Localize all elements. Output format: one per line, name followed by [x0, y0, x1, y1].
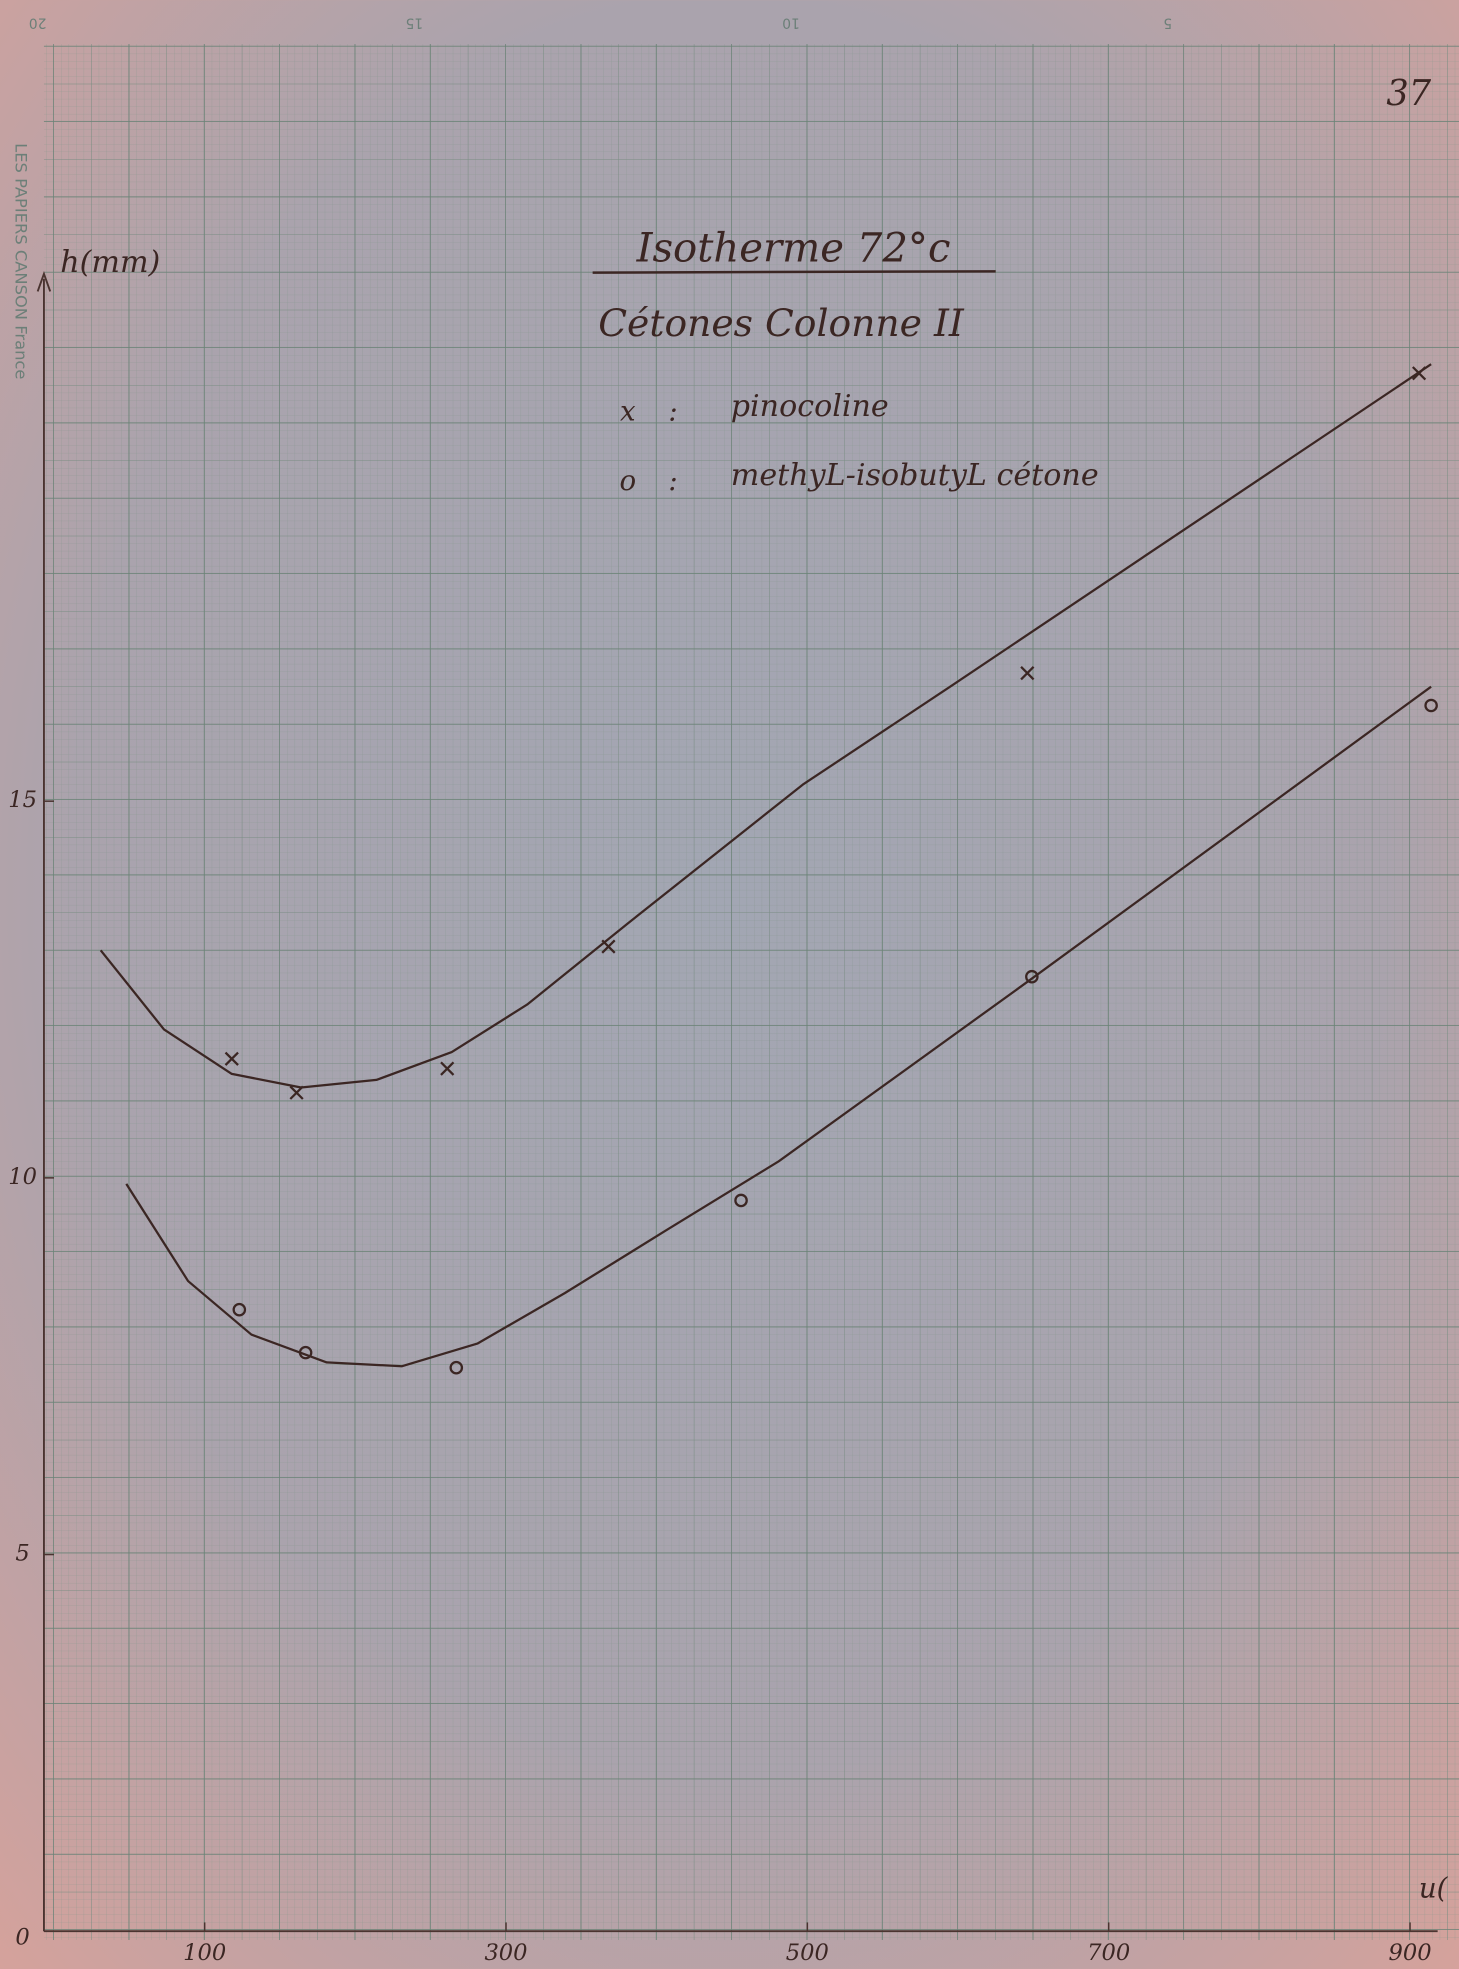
y-tick-label: 10 — [8, 1164, 37, 1190]
x-tick-label: 500 — [786, 1940, 829, 1966]
y-tick-label: 0 — [15, 1925, 29, 1951]
paper-scale-label: 5 — [1163, 15, 1172, 31]
legend-separator: : — [668, 464, 677, 497]
chart-subtitle: Cétones Colonne II — [598, 301, 965, 345]
page-number: 37 — [1386, 73, 1431, 114]
legend-marker: o — [619, 464, 636, 497]
legend-label: methyL-isobutyL cétone — [731, 458, 1099, 493]
chart-title: Isotherme 72°c — [636, 226, 951, 272]
legend-label: pinocoline — [731, 389, 889, 424]
x-tick-label: 100 — [183, 1940, 226, 1966]
y-tick-label: 15 — [8, 787, 37, 813]
paper-scale-label: 10 — [782, 15, 800, 31]
paper-scale-label: 20 — [29, 15, 47, 31]
legend-separator: : — [668, 395, 677, 428]
x-tick-label: 300 — [484, 1940, 527, 1966]
chart: LES PAPIERS CANSON France 37 Isotherme 7… — [0, 0, 1459, 1969]
x-axis-label: u( — [1419, 1871, 1449, 1904]
page: {"chart_data": { "type": "scatter", "pag… — [0, 0, 1459, 1969]
legend-marker: x — [620, 395, 636, 428]
title-underline — [593, 271, 996, 272]
x-tick-label: 700 — [1087, 1940, 1130, 1966]
x-tick-label: 900 — [1388, 1940, 1431, 1966]
paper-brand: LES PAPIERS CANSON France — [12, 143, 31, 379]
y-axis-label: h(mm) — [60, 245, 160, 280]
paper-scale-label: 15 — [406, 15, 424, 31]
y-tick-label: 5 — [15, 1541, 29, 1567]
